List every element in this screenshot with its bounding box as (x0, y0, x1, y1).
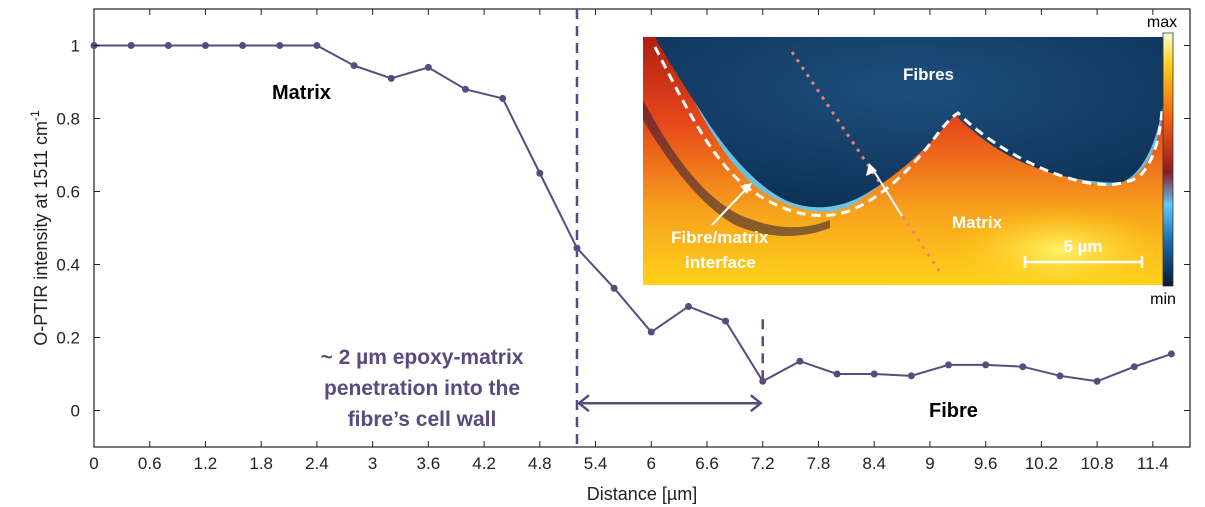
fibre-region-label: Fibre (929, 400, 978, 422)
arrow-head-right (749, 394, 763, 413)
series-group (90, 42, 1175, 385)
data-point (462, 85, 470, 93)
data-point (647, 328, 655, 336)
penetration-annotation-line2: penetration into the (324, 377, 520, 400)
data-point (907, 372, 915, 380)
inset-optir-image: Fibres Matrix Fibre/matrix interface 5 µ… (643, 37, 1163, 285)
penetration-double-arrow (576, 394, 763, 413)
colorbar-min-label: min (1150, 291, 1176, 308)
arrow-head-left (576, 394, 590, 413)
x-tick-label: 4.8 (528, 454, 552, 473)
data-point (313, 42, 321, 49)
x-tick-label: 10.2 (1025, 454, 1058, 473)
colorbar-max-label: max (1147, 14, 1177, 31)
x-tick-label: 1.2 (194, 454, 218, 473)
data-point (1056, 372, 1064, 380)
x-tick-label: 6 (647, 454, 656, 473)
penetration-annotation-line3: fibre’s cell wall (348, 408, 497, 431)
y-tick-label: 1 (71, 37, 80, 56)
x-tick-label: 3.6 (417, 454, 441, 473)
data-point (573, 244, 581, 252)
data-point (796, 357, 804, 365)
data-point (536, 169, 544, 177)
inset-arrowhead-right (866, 163, 877, 176)
data-point (982, 361, 990, 369)
y-axis-title: O-PTIR intensity at 1511 cm-1 (28, 110, 51, 346)
plot-frame (93, 8, 1191, 448)
inset-fibres-label: Fibres (903, 65, 954, 84)
y-tick-label: 0.4 (56, 256, 80, 275)
x-tick-label: 3 (368, 454, 377, 473)
x-tick-label: 7.2 (751, 454, 775, 473)
inset-interface-arrow-left (711, 186, 749, 226)
x-tick-label: 6.6 (695, 454, 719, 473)
x-tick-label: 2.4 (305, 454, 329, 473)
x-tick-label: 1.8 (249, 454, 273, 473)
y-axis-ticks: 0 0.2 0.4 0.6 0.8 1 (56, 37, 1190, 421)
x-tick-label: 11.4 (1137, 454, 1169, 473)
inset-fibre-region (655, 37, 1163, 208)
data-point (1093, 377, 1101, 385)
data-point (684, 302, 692, 310)
matrix-region-label: Matrix (272, 82, 331, 104)
inset-interface-label-line2: interface (685, 253, 756, 272)
data-point (201, 42, 209, 49)
x-tick-label: 9 (925, 454, 934, 473)
y-tick-label: 0 (71, 402, 80, 421)
inset-dark-band (643, 100, 830, 236)
plot-area: 0 0.6 1.2 1.8 2.4 3 3.6 4.2 4.8 5.4 6 6.6 7.2 7.8 8.4 9… (56, 8, 1191, 473)
y-axis-title-main: O-PTIR intensity at 1511 cm (31, 121, 51, 346)
data-point (1130, 363, 1138, 371)
x-tick-label: 4.2 (472, 454, 496, 473)
y-tick-label: 0.2 (56, 329, 80, 348)
data-point (870, 370, 878, 378)
data-point (945, 361, 953, 369)
x-tick-label: 8.4 (862, 454, 886, 473)
data-point (759, 377, 767, 385)
colorbar-gradient (1162, 32, 1174, 287)
y-axis-title-superscript: -1 (28, 110, 42, 121)
colorbar: max min (1147, 14, 1177, 308)
reference-lines (575, 9, 764, 447)
x-tick-label: 10.8 (1081, 454, 1114, 473)
inset-interface-arrow-right (871, 167, 903, 217)
data-point (833, 370, 841, 378)
data-point (1167, 350, 1175, 358)
inset-scale-bar-label: 5 µm (1063, 237, 1102, 256)
data-point (350, 62, 358, 70)
y-tick-label: 0.6 (56, 183, 80, 202)
inset-hot-spot (950, 205, 1163, 285)
x-tick-label: 0.6 (138, 454, 162, 473)
data-point (387, 74, 395, 82)
data-point (499, 94, 507, 102)
data-point (164, 42, 172, 49)
x-tick-label: 0 (89, 454, 98, 473)
data-point (239, 42, 247, 49)
inset-interface-label-line1: Fibre/matrix (671, 228, 769, 247)
data-point (424, 63, 432, 71)
data-point (610, 284, 618, 292)
data-point (722, 317, 730, 325)
inset-matrix-label: Matrix (952, 213, 1003, 232)
x-tick-label: 9.6 (974, 454, 998, 473)
y-tick-label: 0.8 (56, 110, 80, 129)
x-tick-label: 7.8 (807, 454, 831, 473)
x-axis-title: Distance [µm] (587, 484, 697, 504)
inset-arrowhead-left (740, 183, 752, 194)
x-axis-ticks: 0 0.6 1.2 1.8 2.4 3 3.6 4.2 4.8 5.4 6 6.6 7.2 7.8 8.4 9… (89, 9, 1169, 473)
series-line (94, 44, 1172, 383)
data-point (276, 42, 284, 49)
data-point (127, 42, 135, 49)
x-tick-label: 5.4 (584, 454, 608, 473)
data-point (1019, 363, 1027, 371)
penetration-annotation-line1: ~ 2 µm epoxy-matrix (321, 346, 524, 369)
